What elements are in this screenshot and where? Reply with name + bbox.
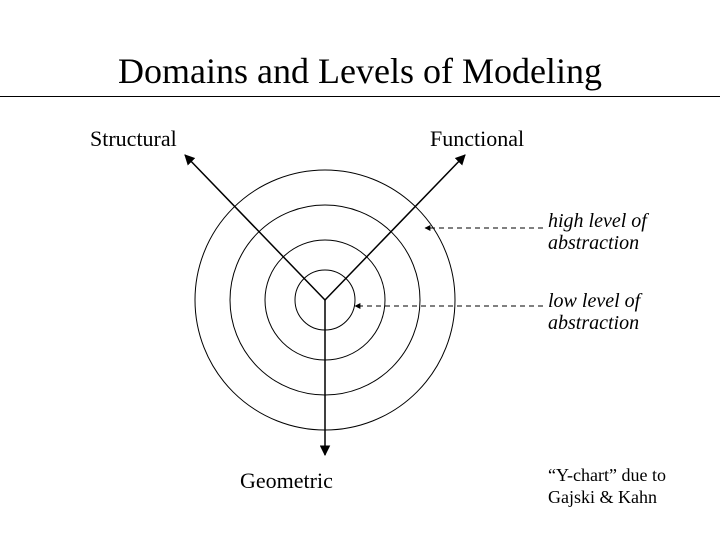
y-axes	[185, 155, 465, 455]
y-chart-svg	[0, 0, 720, 540]
